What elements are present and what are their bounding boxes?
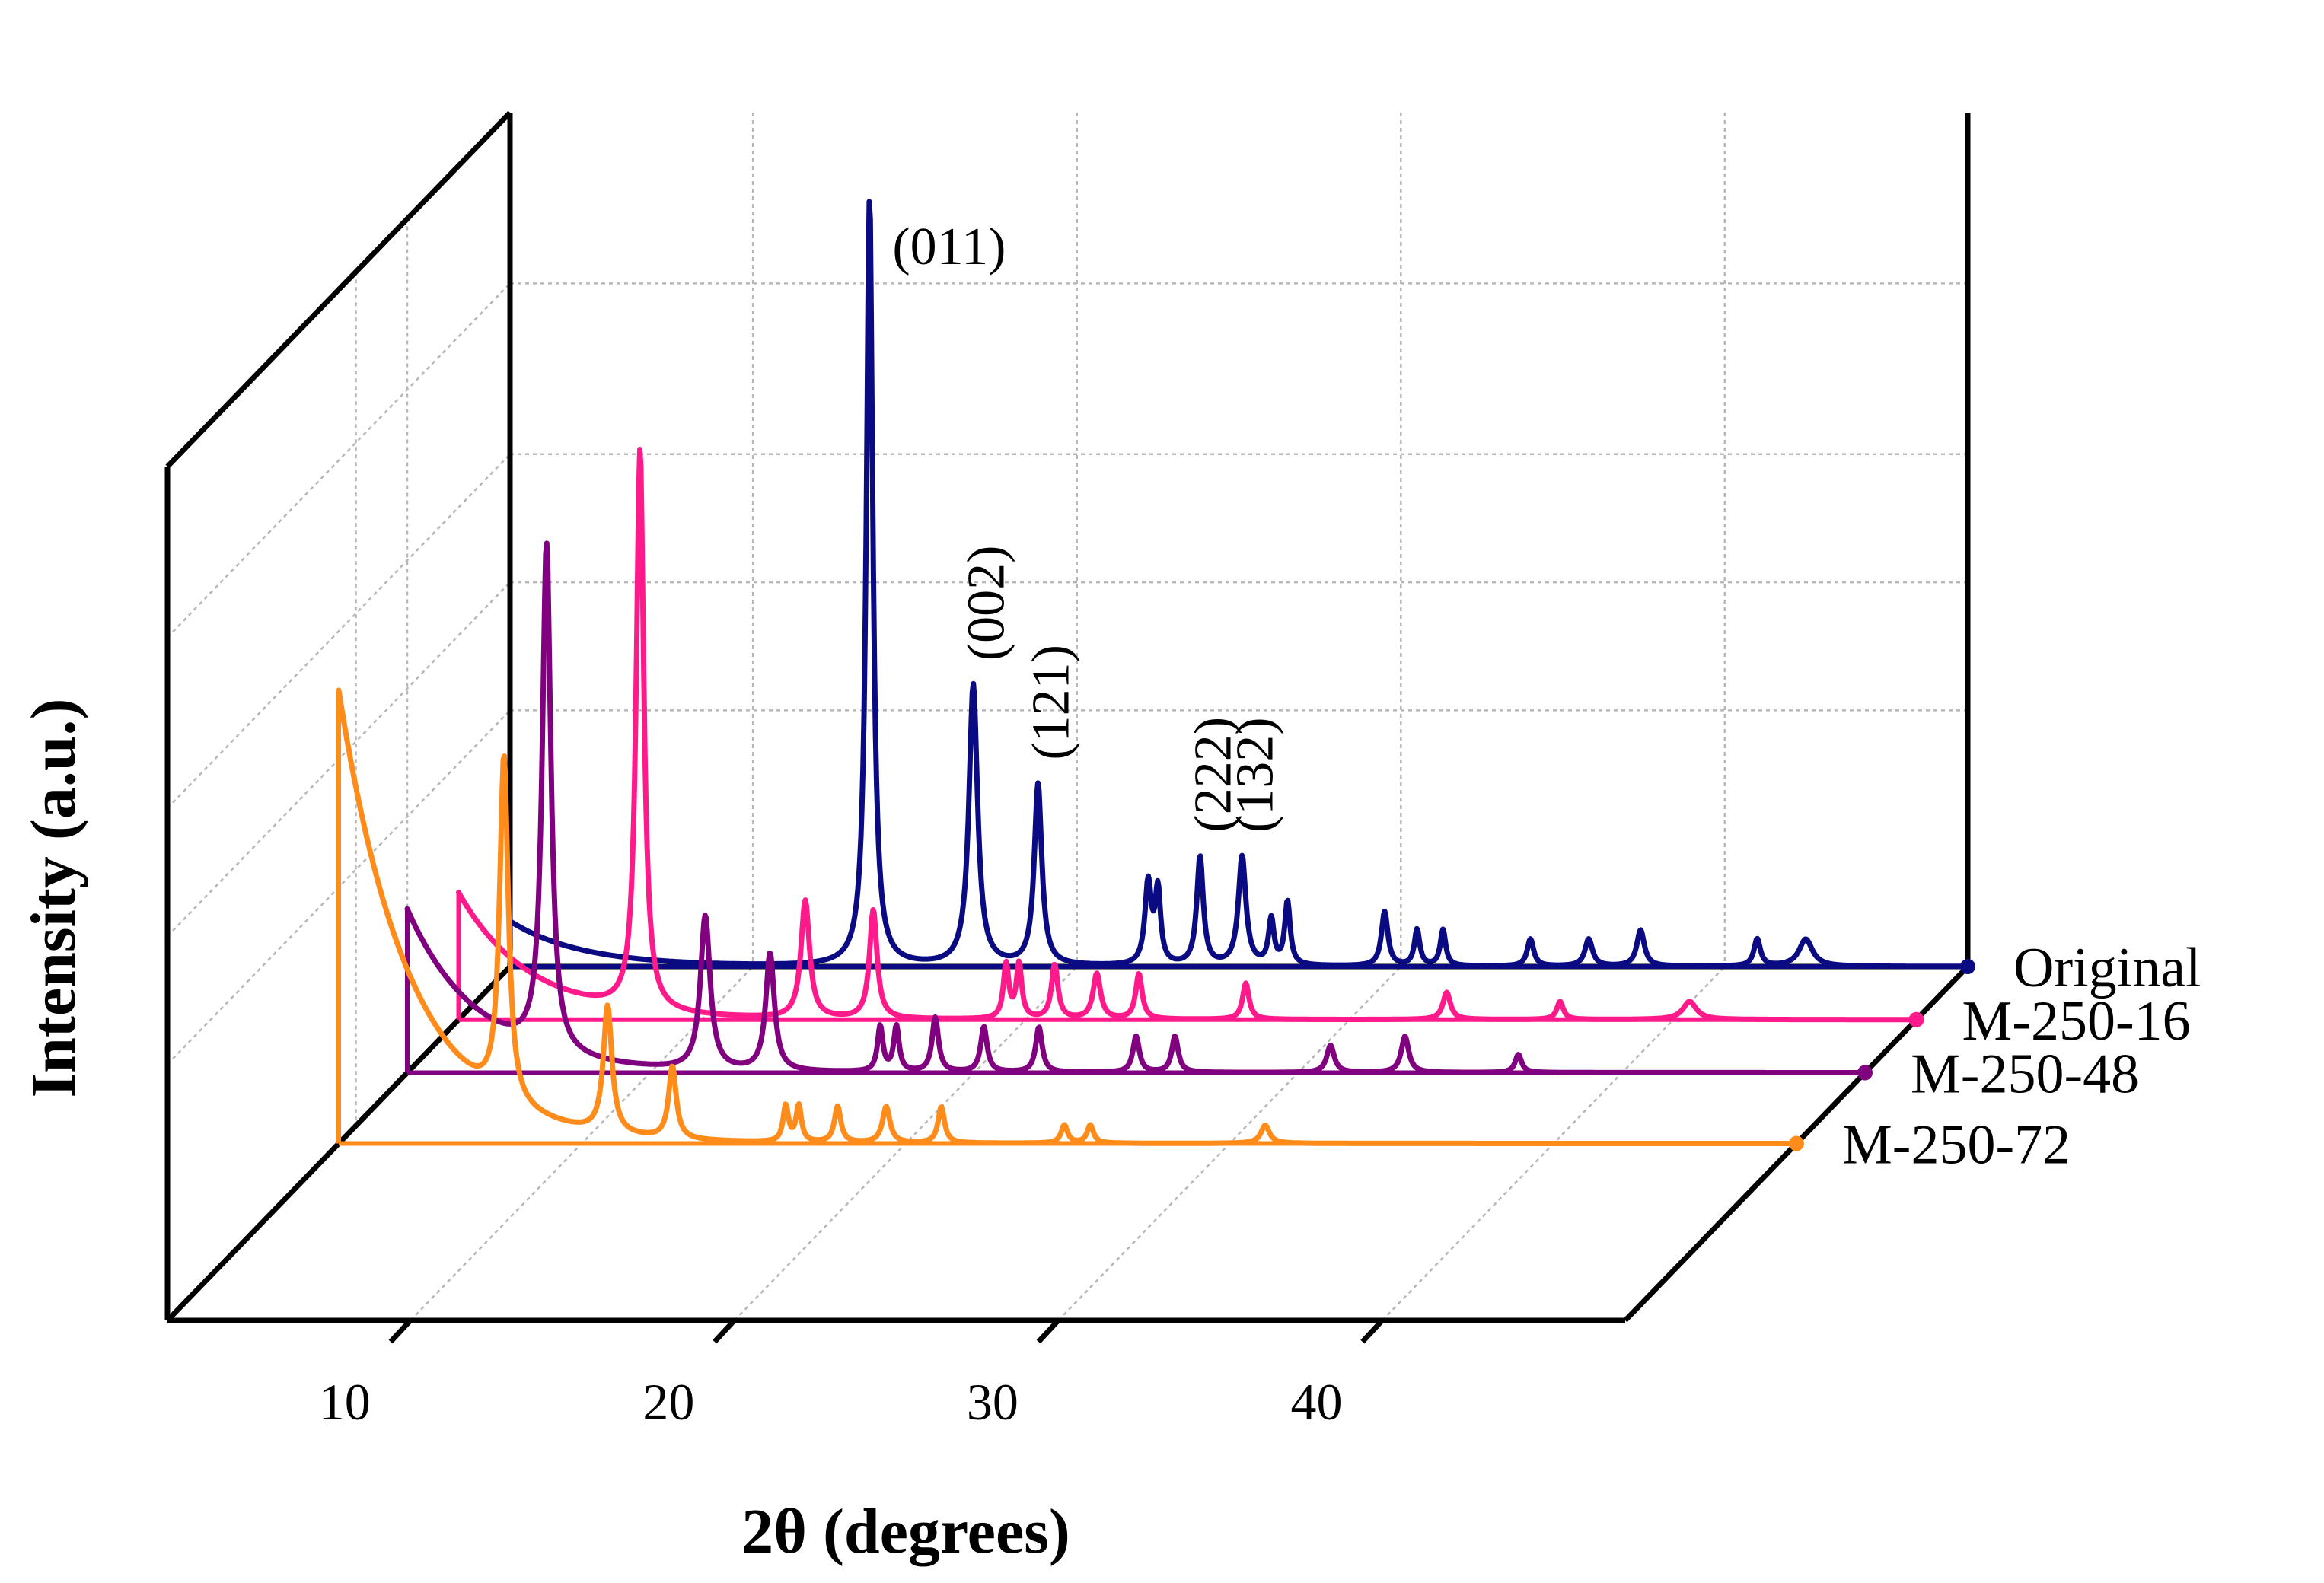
series-group-3: M-250-72: [336, 687, 2071, 1177]
series-end-marker-3: [1789, 1135, 1804, 1151]
peak-annotation-2: (121): [1022, 645, 1081, 760]
peak-annotation-1: (002): [958, 546, 1016, 661]
series-label-2: M-250-48: [1911, 1043, 2139, 1106]
series-end-marker-1: [1908, 1011, 1924, 1027]
x-tick-label-0: 10: [319, 1373, 371, 1431]
side-wall-diag-grid-2: [167, 453, 511, 809]
x-tick-0: [388, 1318, 413, 1344]
x-tick-label-2: 30: [967, 1373, 1019, 1431]
series-end-marker-0: [1960, 959, 1975, 974]
x-axis-title: 2θ (degrees): [741, 1496, 1070, 1567]
peak-annotation-3: (222): [1184, 717, 1242, 833]
x-tick-2: [1036, 1318, 1060, 1344]
series-group-1: M-250-16: [456, 447, 2191, 1053]
top-left-edge: [165, 110, 512, 469]
x-tick-label-3: 40: [1290, 1373, 1342, 1431]
side-wall-diag-grid-3: [167, 282, 511, 639]
x-tick-1: [713, 1318, 737, 1344]
peak-annotation-4: (132): [1226, 717, 1285, 833]
x-tick-3: [1360, 1318, 1385, 1344]
series-group-0: Original: [507, 199, 2201, 999]
x-tick-label-1: 20: [642, 1373, 694, 1431]
peak-annotation-0: (011): [892, 218, 1006, 276]
series-label-0: Original: [2013, 937, 2201, 999]
series-end-marker-2: [1857, 1065, 1873, 1081]
series-group-2: M-250-48: [404, 540, 2139, 1106]
series-label-3: M-250-72: [1842, 1114, 2071, 1177]
series-label-1: M-250-16: [1962, 990, 2191, 1053]
y-axis-title: Intensity (a.u.): [18, 698, 89, 1097]
